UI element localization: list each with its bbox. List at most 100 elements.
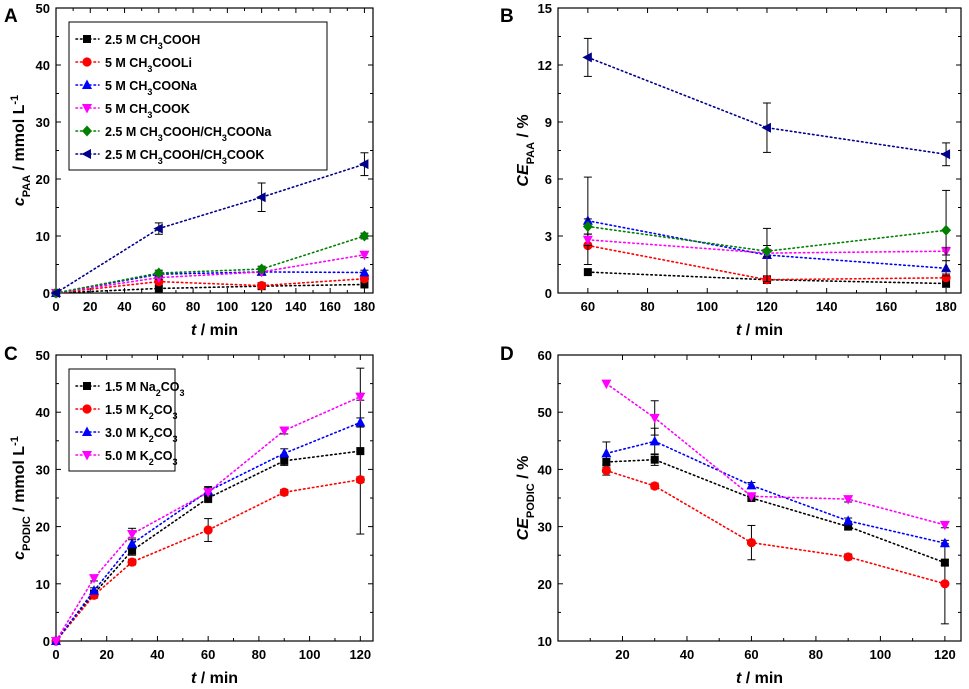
data-point: [843, 515, 854, 525]
legend-label: 2.5 M CH3COOH: [105, 33, 200, 51]
data-point: [582, 52, 592, 63]
y-tick-label: 3: [545, 229, 552, 244]
legend-entry: 2.5 M CH3COOH/CH3COONa: [75, 125, 272, 143]
data-point: [844, 522, 853, 531]
legend-entry: 2.5 M CH3COOH: [75, 33, 200, 51]
x-tick-label: 80: [809, 647, 823, 662]
legend-entry: 5.0 M K2CO3: [75, 449, 178, 467]
legend-marker: [82, 451, 92, 461]
x-tick-label: 80: [252, 647, 266, 662]
series-line: [587, 220, 947, 270]
legend-label: 2.5 M CH3COOH/CH3COOK: [105, 148, 264, 166]
legend-label: 5.0 M K2CO3: [105, 449, 178, 467]
x-tick-label: 120: [934, 647, 956, 662]
data-point: [360, 280, 369, 289]
data-point: [843, 495, 854, 505]
panel-B: B 60 80 100 120 140 160 180 0 3 6 9 12 15 t / min CEPAA…: [500, 1, 962, 339]
x-tick-label: 60: [744, 647, 758, 662]
data-point: [601, 447, 612, 458]
x-tick-label: 100: [696, 299, 718, 314]
data-point: [256, 263, 267, 275]
y-tick-label: 9: [545, 115, 552, 130]
data-point: [279, 426, 290, 437]
legend-entry: 5 M CH3COONa: [75, 79, 198, 97]
x-tick-label: 160: [319, 299, 341, 314]
data-point: [89, 585, 100, 595]
x-tick-label: 100: [216, 299, 238, 314]
x-tick-label: 120: [349, 647, 371, 662]
panel-letter: D: [500, 344, 514, 365]
x-tick-label: 20: [99, 647, 113, 662]
x-tick-label: 160: [876, 299, 898, 314]
series-line: [55, 283, 366, 294]
panel-C: C 0 20 40 60 80 100 120 0 10 20 30 40 50 t / min cPODIC…: [4, 344, 374, 687]
y-tick-label: 20: [36, 172, 50, 187]
x-tick-label: 0: [52, 299, 59, 314]
series-line: [55, 235, 366, 294]
series-2.5 M CH3COOH/CH3COONa: [51, 230, 370, 299]
data-point: [939, 520, 950, 531]
x-tick-label: 20: [615, 647, 629, 662]
panel-D: D 20 40 60 80 100 120 10 20 30 40 50 60 t / min CEPODI…: [500, 344, 962, 687]
legend-label: 5 M CH3COONa: [105, 79, 198, 97]
data-point: [601, 465, 611, 476]
panel-letter: A: [4, 6, 18, 27]
series-2.5 M CH3COOH/CH3COOK: [582, 37, 951, 167]
data-point: [127, 530, 138, 540]
series-line: [55, 271, 366, 294]
data-point: [257, 280, 267, 291]
x-tick-label: 60: [152, 299, 166, 314]
y-tick-label: 60: [538, 348, 552, 363]
y-tick-label: 50: [538, 405, 552, 420]
data-point: [203, 525, 213, 535]
data-point: [127, 557, 137, 567]
series-line: [55, 478, 362, 642]
legend-marker: [81, 149, 91, 159]
y-axis-title: CEPODIC / %: [515, 456, 537, 541]
series-line: [587, 244, 947, 281]
legend-marker: [83, 382, 91, 390]
data-point: [940, 149, 951, 160]
data-point: [582, 235, 593, 246]
series-2.5 M CH3COOH/CH3COONa: [582, 189, 952, 271]
series-1.5 M K2CO3: [601, 465, 950, 625]
data-point: [761, 245, 772, 257]
y-tick-label: 0: [43, 286, 50, 301]
legend-entry: 1.5 M K2CO3: [75, 403, 178, 421]
data-point: [279, 447, 290, 458]
panel-A: A 0 20 40 60 80 100 120 140 160 180 0 10 20 30 40 50 t / …: [4, 1, 375, 339]
legend-label: 1.5 M Na2CO3: [105, 380, 185, 398]
data-point: [128, 546, 137, 555]
data-point: [359, 266, 370, 277]
legend-marker: [82, 125, 92, 137]
data-point: [153, 267, 164, 279]
x-axis-title: t / min: [736, 322, 783, 339]
series-line: [55, 450, 362, 642]
series-5 M CH3COONa: [582, 176, 952, 283]
data-point: [359, 230, 370, 242]
data-point: [843, 552, 853, 562]
data-point: [358, 159, 369, 170]
series-line: [55, 395, 362, 642]
x-axis-title: t / min: [191, 670, 238, 687]
x-tick-label: 140: [285, 299, 307, 314]
legend-entry: 5 M CH3COOLi: [75, 56, 192, 74]
data-point: [355, 416, 366, 427]
series-line: [605, 440, 946, 544]
y-tick-label: 12: [538, 58, 552, 73]
data-point: [356, 447, 365, 456]
legend-label: 2.5 M CH3COOH/CH3COONa: [105, 125, 272, 143]
data-point: [583, 268, 592, 277]
legend-marker: [83, 35, 91, 43]
data-point: [355, 475, 365, 485]
legend-entry: 2.5 M CH3COOH/CH3COOK: [75, 148, 264, 166]
legend-label: 5 M CH3COOK: [105, 102, 190, 120]
data-point: [746, 479, 757, 490]
data-point: [204, 494, 213, 502]
data-point: [649, 435, 660, 446]
y-tick-label: 30: [538, 520, 552, 535]
panel-letter: C: [4, 344, 18, 365]
data-point: [746, 538, 757, 548]
data-point: [941, 224, 952, 236]
